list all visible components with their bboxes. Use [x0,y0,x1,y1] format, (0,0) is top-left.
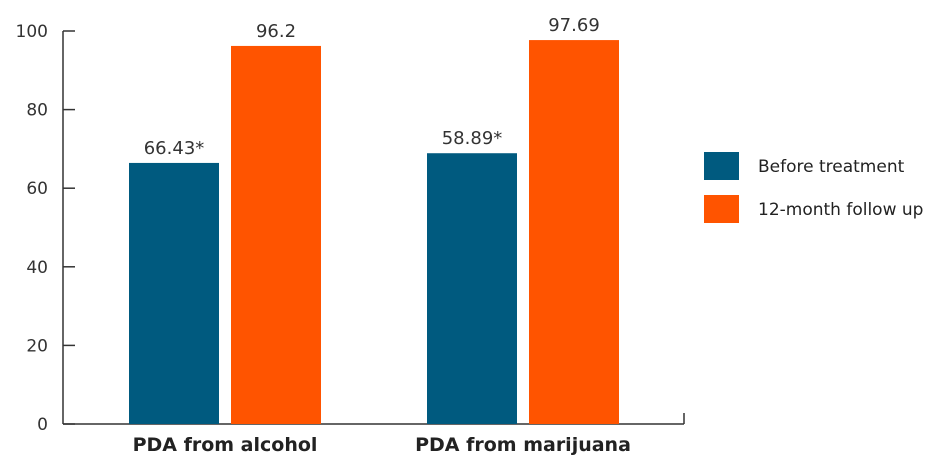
x-axis-category-labels: PDA from alcohol PDA from marijuana [133,434,631,456]
x-axis: PDA from alcohol PDA from marijuana [63,413,685,456]
bar-before-treatment-2 [427,153,517,424]
y-tick-label: 60 [26,179,48,199]
data-labels: 66.43* 96.2 58.89* 97.69 [144,15,600,159]
bars [129,40,619,425]
category-label: PDA from alcohol [133,434,318,456]
legend-swatch [704,195,739,223]
data-label: 66.43* [144,138,205,159]
legend: Before treatment 12-month follow up [704,152,923,223]
y-tick-label: 100 [16,22,48,42]
y-tick-label: 20 [26,336,48,356]
category-label: PDA from marijuana [415,434,631,456]
y-tick-label: 80 [26,101,48,121]
bar-follow-up-2 [529,40,619,424]
y-axis: 0 20 40 60 80 100 [16,22,75,435]
legend-label: Before treatment [758,157,905,177]
legend-label: 12-month follow up [758,200,923,220]
bar-before-treatment-1 [129,162,219,424]
data-label: 97.69 [548,15,600,36]
y-tick-label: 40 [26,258,48,278]
y-tick-label: 0 [37,415,48,435]
bar-follow-up-1 [231,45,321,425]
legend-swatch [704,152,739,180]
data-label: 58.89* [442,128,503,149]
y-axis-ticks: 0 20 40 60 80 100 [16,22,75,435]
data-label: 96.2 [256,21,296,42]
